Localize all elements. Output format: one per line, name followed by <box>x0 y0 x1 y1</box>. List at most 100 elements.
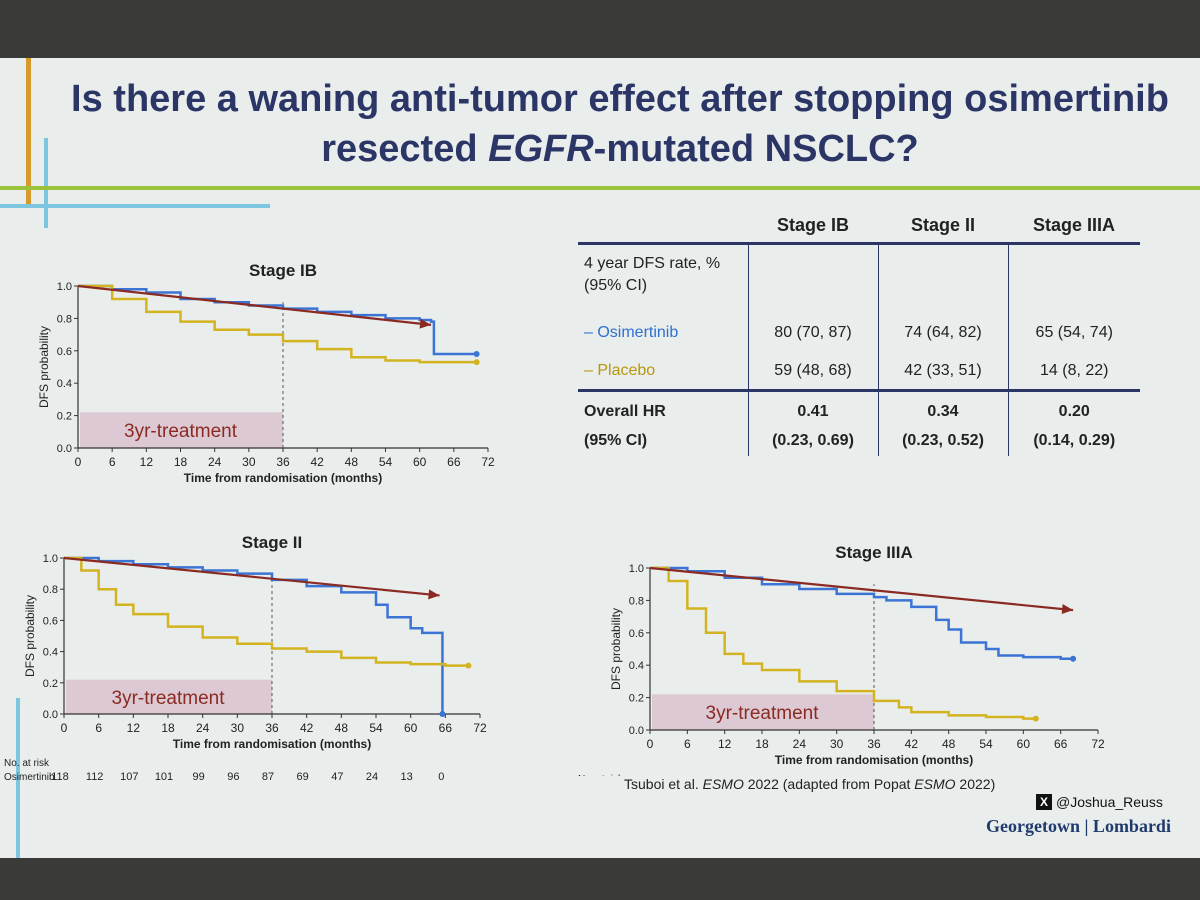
hr-stage-ib: 0.41 <box>747 389 878 426</box>
accent-bar-orange <box>26 58 31 208</box>
risk-value: 0 <box>438 771 444 782</box>
y-tick-label: 0.6 <box>43 615 58 627</box>
title-prefix: resected <box>321 128 489 170</box>
y-tick-label: 0.8 <box>629 595 644 607</box>
citation-suffix: 2022) <box>955 776 996 792</box>
x-tick-label: 18 <box>174 455 188 469</box>
table-header-stage-iiia: Stage IIIA <box>1008 208 1140 245</box>
risk-value: 96 <box>227 771 239 782</box>
accent-bar-blue-lower <box>16 698 20 858</box>
treatment-label: 3yr-treatment <box>706 703 820 724</box>
accent-bar-blue-horizontal <box>0 204 270 208</box>
citation-prefix: Tsuboi et al. <box>624 776 703 792</box>
y-tick-label: 0.0 <box>57 443 72 455</box>
risk-table-label: No. at risk <box>578 774 624 776</box>
y-axis-label: DFS probability <box>37 326 51 408</box>
risk-value: 118 <box>51 771 69 782</box>
title-suffix: -mutated NSCLC? <box>593 128 919 170</box>
osimertinib-dfs-stage-iiia: 65 (54, 74) <box>1007 299 1140 353</box>
osimertinib-dfs-stage-ib: 80 (70, 87) <box>747 299 878 353</box>
table-row: 4 year DFS rate, % <box>578 243 1140 273</box>
table-header-row: Stage IB Stage II Stage IIIA <box>578 208 1140 245</box>
trend-arrow-line <box>77 284 432 326</box>
y-axis-label: DFS probability <box>23 595 37 677</box>
title-egfr: EGFR <box>488 128 594 170</box>
risk-value: 101 <box>155 771 173 782</box>
table-row: – Placebo 59 (48, 68) 42 (33, 51) 14 (8,… <box>578 353 1140 391</box>
title-line-1: Is there a waning anti-tumor effect afte… <box>71 78 1169 120</box>
x-tick-label: 30 <box>242 455 256 469</box>
osimertinib-row-label: – Osimertinib <box>584 324 679 341</box>
dfs-table: Stage IB Stage II Stage IIIA 4 year DFS … <box>578 208 1140 456</box>
x-tick-label: 12 <box>140 455 154 469</box>
x-tick-label: 0 <box>75 455 82 469</box>
hr-ci-stage-ib: (0.23, 0.69) <box>747 426 878 456</box>
y-tick-label: 0.8 <box>43 584 58 596</box>
placebo-dfs-stage-iiia: 14 (8, 22) <box>1007 353 1140 391</box>
km-chart-stage-ii: Stage II 3yr-treatment 0.0 0.2 0.4 0.6 0.8 1.0 0… <box>4 533 487 782</box>
series-line-osimertinib <box>78 284 477 356</box>
x-tick-label: 66 <box>447 455 461 469</box>
x-axis-label: Time from randomisation (months) <box>775 753 973 767</box>
x-tick-label: 6 <box>95 721 102 735</box>
citation-esmo-1: ESMO <box>702 776 744 792</box>
y-tick-label: 0.2 <box>43 678 58 690</box>
risk-row-name: Osimertinib <box>4 772 55 782</box>
series-line-placebo <box>64 556 469 667</box>
y-tick-label: 0.6 <box>629 628 644 640</box>
trend-arrow-line <box>63 556 440 597</box>
x-tick-label: 36 <box>867 737 881 751</box>
trend-arrow-head <box>1061 604 1074 615</box>
table-header-stage-ib: Stage IB <box>748 208 878 245</box>
series-line-placebo <box>650 566 1036 720</box>
x-tick-label: 60 <box>404 721 418 735</box>
risk-value: 87 <box>262 771 274 782</box>
table-row: Overall HR 0.41 0.34 0.20 <box>578 389 1140 426</box>
slide: Is there a waning anti-tumor effect afte… <box>0 58 1200 858</box>
table-row: (95% CI) <box>578 273 1140 299</box>
hr-stage-iiia: 0.20 <box>1007 389 1140 426</box>
y-tick-label: 0.4 <box>43 647 58 659</box>
x-tick-label: 60 <box>413 455 427 469</box>
y-tick-label: 0.0 <box>43 709 58 721</box>
risk-value: 107 <box>120 771 138 782</box>
x-tick-label: 36 <box>265 721 279 735</box>
trend-arrow-head <box>428 589 440 600</box>
x-tick-label: 54 <box>379 455 393 469</box>
y-axis-label: DFS probability <box>609 608 623 690</box>
treatment-box <box>652 694 874 730</box>
citation-esmo-2: ESMO <box>914 776 956 792</box>
x-tick-label: 60 <box>1017 737 1031 751</box>
x-axis-label: Time from randomisation (months) <box>173 737 371 751</box>
dfs-rate-label: 4 year DFS rate, % <box>584 255 721 272</box>
citation-mid: 2022 (adapted from Popat <box>743 776 915 792</box>
placebo-dfs-stage-ii: 42 (33, 51) <box>877 353 1008 391</box>
table-row: – Osimertinib 80 (70, 87) 74 (64, 82) 65… <box>578 299 1140 353</box>
y-tick-label: 0.2 <box>57 411 72 423</box>
risk-value: 13 <box>401 771 413 782</box>
y-tick-label: 1.0 <box>57 281 72 293</box>
series-end-marker <box>1032 715 1039 722</box>
series-end-marker <box>439 711 446 717</box>
risk-value: 99 <box>193 771 205 782</box>
handle-text: @Joshua_Reuss <box>1056 794 1163 810</box>
osimertinib-dfs-stage-ii: 74 (64, 82) <box>877 299 1008 353</box>
x-tick-label: 42 <box>300 721 314 735</box>
series-line-osimertinib <box>650 566 1074 660</box>
table-header-empty <box>578 208 748 245</box>
hr-stage-ii: 0.34 <box>877 389 1008 426</box>
x-tick-label: 0 <box>61 721 68 735</box>
placebo-row-label: – Placebo <box>584 362 656 379</box>
x-tick-label: 48 <box>942 737 956 751</box>
hr-ci-stage-iiia: (0.14, 0.29) <box>1007 426 1140 456</box>
x-tick-label: 72 <box>473 721 487 735</box>
y-tick-label: 1.0 <box>629 563 644 575</box>
citation: Tsuboi et al. ESMO 2022 (adapted from Po… <box>624 776 995 792</box>
x-tick-label: 54 <box>369 721 383 735</box>
x-tick-label: 6 <box>109 455 116 469</box>
treatment-box <box>80 412 283 448</box>
dfs-ci-label: (95% CI) <box>584 277 648 294</box>
y-tick-label: 0.8 <box>57 313 72 325</box>
series-end-marker <box>465 662 472 669</box>
hr-label: Overall HR <box>578 389 748 426</box>
